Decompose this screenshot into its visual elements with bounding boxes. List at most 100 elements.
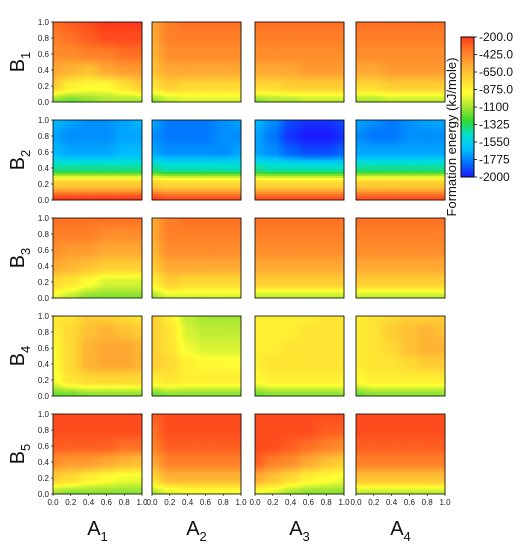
y-tick-label: 0.0 — [38, 196, 50, 205]
panel-B4-A3 — [254, 315, 345, 397]
x-tick-label: 0.8 — [422, 498, 434, 507]
colorbar-ticks: -200.0 -425.0 -650.0 -875.0 -1100 -1325 -1550 -… — [474, 30, 513, 184]
panel-B5-A1 — [52, 413, 143, 495]
x-tick-label: 0.0 — [47, 498, 59, 507]
y-tick-label: 0.6 — [38, 148, 50, 157]
y-tick-label: 0.0 — [38, 490, 50, 499]
y-tick-label: 1.0 — [38, 312, 50, 321]
x-tick-label: 1.0 — [235, 498, 247, 507]
panel-frame — [355, 315, 446, 397]
y-tick-label: 1.0 — [38, 410, 50, 419]
panel-B1-A2 — [151, 21, 242, 103]
colorbar-title: Formation energy (kJ/mole) — [444, 58, 459, 217]
panel-B1-A1 — [52, 21, 143, 103]
x-tick-label: 0.2 — [164, 498, 176, 507]
colorbar-tick-label: -200.0 — [479, 30, 513, 44]
y-tick-label: 0.4 — [38, 66, 50, 75]
y-tick-label: 0.8 — [38, 328, 50, 337]
x-tick-label: 0.6 — [200, 498, 212, 507]
colorbar-tick-label: -1775 — [479, 153, 510, 167]
panel-B5-A2 — [151, 413, 242, 495]
column-label-A3: A3 — [289, 518, 310, 544]
panel-B2-A2 — [151, 119, 242, 201]
panel-grid — [52, 21, 446, 495]
y-tick-label: 0.0 — [38, 392, 50, 401]
x-tick-label: 1.0 — [136, 498, 148, 507]
row-labels: B1 B2 B3 B4 B5 — [7, 52, 33, 465]
panel-frame — [355, 119, 446, 201]
panel-frame — [355, 413, 446, 495]
y-tick-label: 0.4 — [38, 262, 50, 271]
panel-B4-A2 — [151, 315, 242, 397]
y-tick-label: 0.8 — [38, 230, 50, 239]
panel-frame — [52, 119, 143, 201]
panel-B2-A4 — [355, 119, 446, 201]
panel-B5-A3 — [254, 413, 345, 495]
panel-B4-A1 — [52, 315, 143, 397]
y-tick-label: 1.0 — [38, 18, 50, 27]
y-tick-label: 0.8 — [38, 34, 50, 43]
panel-frame — [355, 21, 446, 103]
y-tick-label: 0.2 — [38, 474, 50, 483]
x-tick-label: 0.6 — [404, 498, 416, 507]
x-tick-label: 0.4 — [386, 498, 398, 507]
y-tick-label: 0.6 — [38, 50, 50, 59]
panel-B3-A3 — [254, 217, 345, 299]
panel-B2-A1 — [52, 119, 143, 201]
panel-B5-A4 — [355, 413, 446, 495]
y-tick-label: 0.6 — [38, 246, 50, 255]
panel-frame — [254, 119, 345, 201]
x-tick-label: 1.0 — [338, 498, 350, 507]
x-tick-label: 0.8 — [321, 498, 333, 507]
panel-frame — [52, 21, 143, 103]
y-tick-label: 0.0 — [38, 294, 50, 303]
colorbar-tick-label: -425.0 — [479, 48, 513, 62]
x-tick-label: 0.6 — [101, 498, 113, 507]
panel-frame — [151, 21, 242, 103]
y-tick-label: 0.6 — [38, 442, 50, 451]
row-label-B4: B4 — [7, 346, 33, 367]
panel-frame — [254, 413, 345, 495]
x-tick-label: 0.4 — [182, 498, 194, 507]
column-label-A1: A1 — [87, 518, 108, 544]
colorbar-tick-label: -1100 — [479, 100, 509, 114]
row-label-B1: B1 — [7, 52, 33, 73]
colorbar-tick-label: -875.0 — [479, 83, 513, 97]
column-label-A2: A2 — [186, 518, 207, 544]
x-tick-label: 0.0 — [146, 498, 158, 507]
x-tick-label: 0.8 — [119, 498, 131, 507]
panel-B3-A4 — [355, 217, 446, 299]
y-tick-label: 0.2 — [38, 278, 50, 287]
x-tick-label: 1.0 — [439, 498, 451, 507]
x-tick-label: 0.8 — [218, 498, 230, 507]
x-tick-label: 0.6 — [303, 498, 315, 507]
axis-ticks: 0.00.20.40.60.81.00.00.20.40.60.81.00.00… — [38, 18, 451, 507]
panel-frame — [355, 217, 446, 299]
y-tick-label: 0.8 — [38, 426, 50, 435]
colorbar: -200.0 -425.0 -650.0 -875.0 -1100 -1325 -1550 -… — [444, 30, 513, 216]
panel-B2-A3 — [254, 119, 345, 201]
colorbar-tick-label: -1325 — [479, 118, 510, 132]
panel-frame — [254, 315, 345, 397]
x-tick-label: 0.0 — [350, 498, 362, 507]
row-label-B5: B5 — [7, 444, 33, 465]
x-tick-label: 0.2 — [267, 498, 279, 507]
colorbar-tick-label: -2000 — [479, 170, 510, 184]
y-tick-label: 1.0 — [38, 214, 50, 223]
panel-frame — [151, 315, 242, 397]
y-tick-label: 1.0 — [38, 116, 50, 125]
y-tick-label: 0.6 — [38, 344, 50, 353]
panel-B1-A3 — [254, 21, 345, 103]
panel-frame — [151, 217, 242, 299]
colorbar-gradient — [460, 36, 475, 178]
panel-frame — [52, 217, 143, 299]
y-tick-label: 0.2 — [38, 376, 50, 385]
row-label-B2: B2 — [7, 150, 33, 171]
column-labels: A1 A2 A3 A4 — [87, 518, 411, 544]
panel-B4-A4 — [355, 315, 446, 397]
y-tick-label: 0.4 — [38, 164, 50, 173]
y-tick-label: 0.0 — [38, 98, 50, 107]
row-label-B3: B3 — [7, 248, 33, 269]
x-tick-label: 0.0 — [249, 498, 261, 507]
